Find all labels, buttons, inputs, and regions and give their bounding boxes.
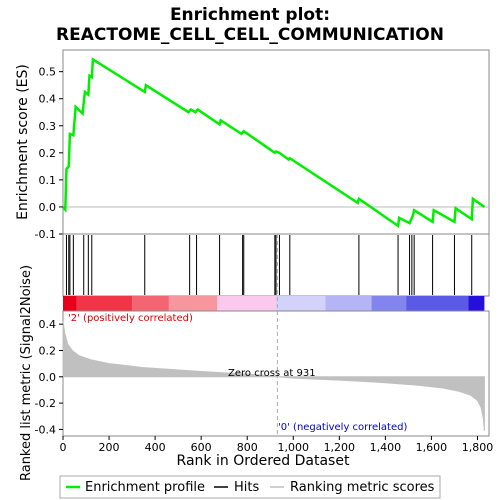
x-tick-label: 800	[237, 441, 258, 454]
legend-hits-label: Hits	[234, 480, 259, 495]
legend-box	[59, 475, 441, 499]
negative-correlation-label: '0' (negatively correlated)	[278, 422, 407, 433]
metric-tick-label: -0.2	[35, 397, 56, 410]
es-tick-label: 0.2	[39, 147, 57, 160]
es-panel	[62, 49, 490, 235]
chart-title: Enrichment plot:	[170, 5, 330, 25]
heat-bar-segment	[168, 296, 218, 311]
x-axis-label: Rank in Ordered Dataset	[177, 453, 350, 469]
heat-bar-segment	[406, 296, 469, 311]
x-tick-label: 1,200	[324, 441, 356, 454]
heat-bar-segment	[76, 296, 133, 311]
metric-tick-label: -0.4	[35, 423, 56, 436]
heat-bar-segment	[217, 296, 276, 311]
metric-axis-label: Ranked list metric (Signal2Noise)	[19, 265, 34, 481]
zero-cross-label: Zero cross at 931	[228, 368, 316, 379]
es-tick-label: 0.0	[39, 201, 57, 214]
ranking-metric-area	[62, 321, 485, 431]
x-tick-label: 1,800	[462, 441, 494, 454]
es-tick-label: 0.4	[39, 93, 57, 106]
heat-bar-segment	[63, 296, 77, 311]
heat-bar-segment	[276, 296, 326, 311]
es-tick-label: 0.3	[39, 120, 57, 133]
heat-bar-segment	[468, 296, 485, 311]
x-tick-label: 1,000	[278, 441, 310, 454]
metric-tick-label: 0.2	[39, 344, 57, 357]
es-axis-label: Enrichment score (ES)	[15, 64, 31, 220]
chart-subtitle: REACTOME_CELL_CELL_COMMUNICATION	[56, 25, 444, 45]
x-tick-label: 600	[191, 441, 212, 454]
enrichment-profile-line	[62, 57, 486, 229]
metric-tick-label: 0.0	[39, 371, 57, 384]
x-tick-label: 1,400	[370, 441, 402, 454]
x-tick-label: 0	[60, 441, 67, 454]
positive-correlation-label: '2' (positively correlated)	[68, 313, 193, 324]
es-tick-label: 0.5	[39, 66, 57, 79]
legend-metric-label: Ranking metric scores	[290, 480, 435, 495]
metric-tick-label: 0.4	[39, 318, 57, 331]
heat-bar-segment	[132, 296, 169, 311]
x-tick-label: 200	[99, 441, 120, 454]
x-tick-label: 1,600	[416, 441, 448, 454]
legend-profile-label: Enrichment profile	[85, 480, 205, 495]
heat-bar-segment	[325, 296, 372, 311]
es-tick-label: 0.1	[39, 174, 57, 187]
x-tick-label: 400	[145, 441, 166, 454]
heat-bar-segment	[371, 296, 407, 311]
es-tick-label: -0.1	[35, 228, 56, 241]
